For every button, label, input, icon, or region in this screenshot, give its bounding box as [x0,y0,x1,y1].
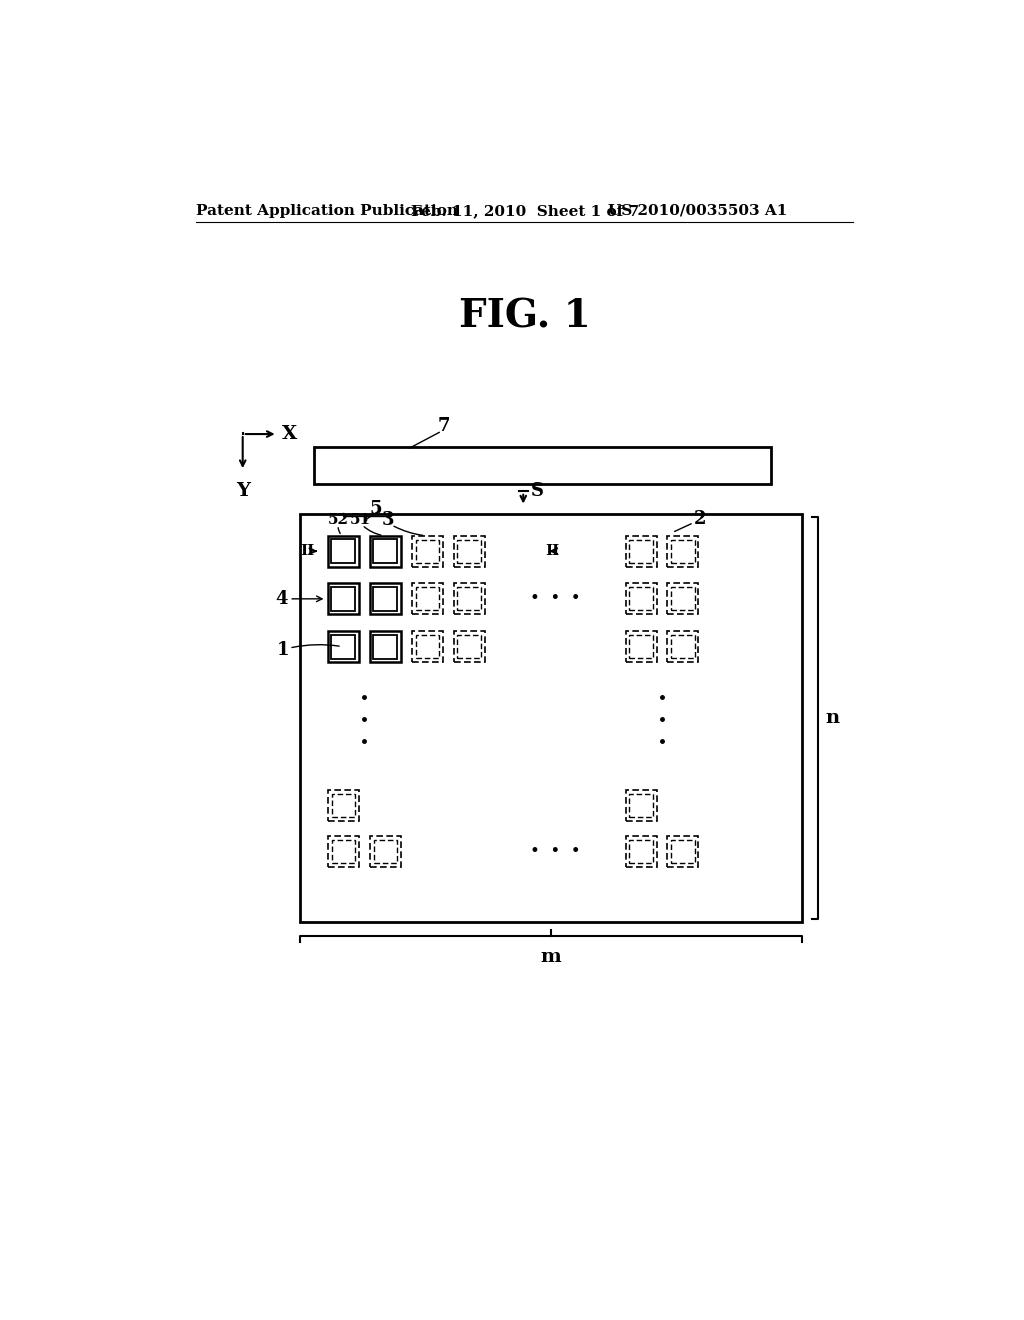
Text: 1: 1 [276,640,289,659]
Bar [412,536,442,566]
Text: n: n [825,709,840,727]
Bar [328,583,359,614]
Bar [630,840,652,863]
Bar [626,583,656,614]
Bar [626,836,656,867]
Bar [328,536,359,566]
Text: •  •  •: • • • [529,590,581,607]
Bar [374,840,397,863]
Bar [626,631,656,663]
Bar [626,789,656,821]
Text: 2: 2 [693,510,707,528]
Text: 51: 51 [350,513,371,527]
Bar [300,515,802,923]
Bar [370,836,400,867]
Bar [454,583,484,614]
Bar [314,447,771,484]
Bar [626,536,656,566]
Bar [328,836,359,867]
Bar [454,631,484,663]
Bar [630,793,652,817]
Text: 5: 5 [370,500,382,517]
Bar [374,635,397,659]
Text: 3: 3 [381,511,394,529]
Bar [672,840,694,863]
Bar [328,789,359,821]
Bar [672,587,694,610]
Text: FIG. 1: FIG. 1 [459,297,591,335]
Bar [370,583,400,614]
Bar [672,635,694,659]
Text: 7: 7 [438,417,451,436]
Bar [416,635,438,659]
Bar [668,536,698,566]
Bar [416,587,438,610]
Text: •  •  •: • • • [529,843,581,859]
Bar [458,540,480,562]
Text: II: II [301,544,315,558]
Text: Patent Application Publication: Patent Application Publication [197,203,458,218]
Bar [332,840,355,863]
Text: Feb. 11, 2010  Sheet 1 of 7: Feb. 11, 2010 Sheet 1 of 7 [411,203,639,218]
Text: Y: Y [236,482,250,500]
Text: X: X [282,425,297,444]
Bar [332,587,355,611]
Bar [668,631,698,663]
Text: 4: 4 [275,590,288,607]
Bar [332,635,355,659]
Bar [672,540,694,562]
Bar [458,587,480,610]
Bar [370,631,400,663]
Bar [412,631,442,663]
Bar [458,635,480,659]
Bar [454,536,484,566]
Bar [668,836,698,867]
Bar [630,587,652,610]
Bar [332,539,355,564]
Text: m: m [541,949,561,966]
Bar [374,539,397,564]
Bar [370,536,400,566]
Bar [630,635,652,659]
Bar [630,540,652,562]
Bar [332,793,355,817]
Bar [328,631,359,663]
Text: II: II [546,544,560,558]
Bar [668,583,698,614]
Bar [374,587,397,611]
Text: S: S [531,482,544,500]
Bar [416,540,438,562]
Text: US 2010/0035503 A1: US 2010/0035503 A1 [608,203,787,218]
Text: 52: 52 [328,513,348,527]
Bar [412,583,442,614]
